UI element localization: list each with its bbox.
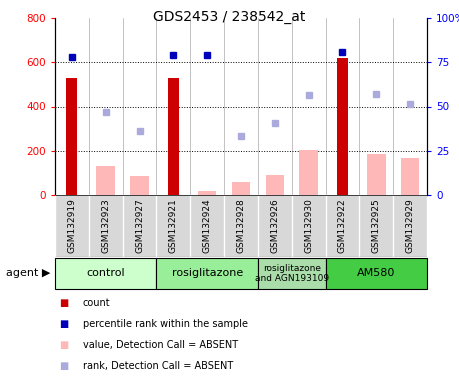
Text: GSM132925: GSM132925 <box>372 198 381 253</box>
Bar <box>337 58 348 195</box>
Text: GSM132926: GSM132926 <box>270 198 280 253</box>
Text: GSM132929: GSM132929 <box>406 198 414 253</box>
Text: rosiglitazone
and AGN193109: rosiglitazone and AGN193109 <box>255 264 329 283</box>
Text: GSM132921: GSM132921 <box>169 198 178 253</box>
Text: ■: ■ <box>60 361 69 371</box>
Text: agent ▶: agent ▶ <box>6 268 50 278</box>
FancyBboxPatch shape <box>258 258 325 289</box>
FancyBboxPatch shape <box>157 258 258 289</box>
Bar <box>198 191 217 195</box>
Text: percentile rank within the sample: percentile rank within the sample <box>83 319 247 329</box>
Bar <box>232 182 250 195</box>
Bar <box>299 150 318 195</box>
FancyBboxPatch shape <box>325 258 427 289</box>
Text: control: control <box>86 268 125 278</box>
Text: GSM132922: GSM132922 <box>338 198 347 253</box>
Text: AM580: AM580 <box>357 268 396 278</box>
Text: ■: ■ <box>60 319 69 329</box>
Text: count: count <box>83 298 110 308</box>
Text: ■: ■ <box>60 340 69 350</box>
Bar <box>401 159 420 195</box>
Text: GSM132924: GSM132924 <box>203 198 212 253</box>
Text: GSM132923: GSM132923 <box>101 198 110 253</box>
Text: GSM132930: GSM132930 <box>304 198 313 253</box>
Bar <box>130 176 149 195</box>
Bar <box>67 78 77 195</box>
Text: ■: ■ <box>60 298 69 308</box>
Bar <box>265 175 284 195</box>
Text: GSM132919: GSM132919 <box>67 198 76 253</box>
Text: GDS2453 / 238542_at: GDS2453 / 238542_at <box>153 10 306 23</box>
Text: GSM132928: GSM132928 <box>236 198 246 253</box>
Text: value, Detection Call = ABSENT: value, Detection Call = ABSENT <box>83 340 238 350</box>
Text: rank, Detection Call = ABSENT: rank, Detection Call = ABSENT <box>83 361 233 371</box>
Bar <box>96 166 115 195</box>
FancyBboxPatch shape <box>55 258 157 289</box>
Bar <box>367 154 386 195</box>
Text: GSM132927: GSM132927 <box>135 198 144 253</box>
Bar <box>168 78 179 195</box>
Text: rosiglitazone: rosiglitazone <box>172 268 243 278</box>
